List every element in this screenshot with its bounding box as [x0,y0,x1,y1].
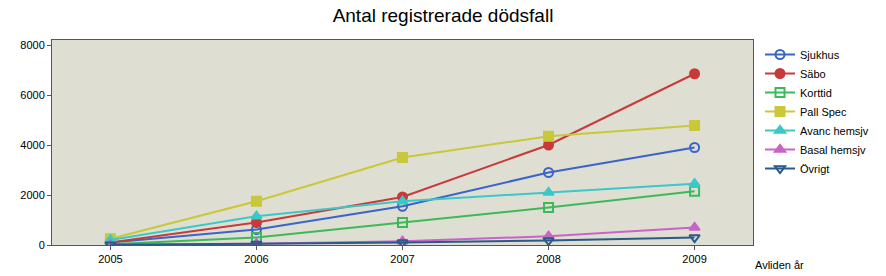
svg-text:Antal registrerade dödsfall: Antal registrerade dödsfall [333,5,554,26]
svg-text:2006: 2006 [244,253,268,265]
svg-text:2007: 2007 [390,253,414,265]
svg-text:Korttid: Korttid [800,87,832,99]
svg-text:8000: 8000 [20,39,44,51]
svg-text:Pall Spec: Pall Spec [800,106,847,118]
svg-text:0: 0 [39,239,45,251]
svg-text:Sjukhus: Sjukhus [800,49,840,61]
svg-text:2005: 2005 [98,253,122,265]
svg-text:2000: 2000 [20,189,44,201]
svg-text:Övrigt: Övrigt [800,163,829,175]
svg-text:Basal hemsjv: Basal hemsjv [800,144,866,156]
svg-text:Avliden år: Avliden år [755,259,804,271]
svg-text:Säbo: Säbo [800,68,826,80]
svg-text:Avanc hemsjv: Avanc hemsjv [800,125,869,137]
svg-text:2008: 2008 [536,253,560,265]
svg-text:6000: 6000 [20,89,44,101]
svg-text:2009: 2009 [682,253,706,265]
svg-text:4000: 4000 [20,139,44,151]
